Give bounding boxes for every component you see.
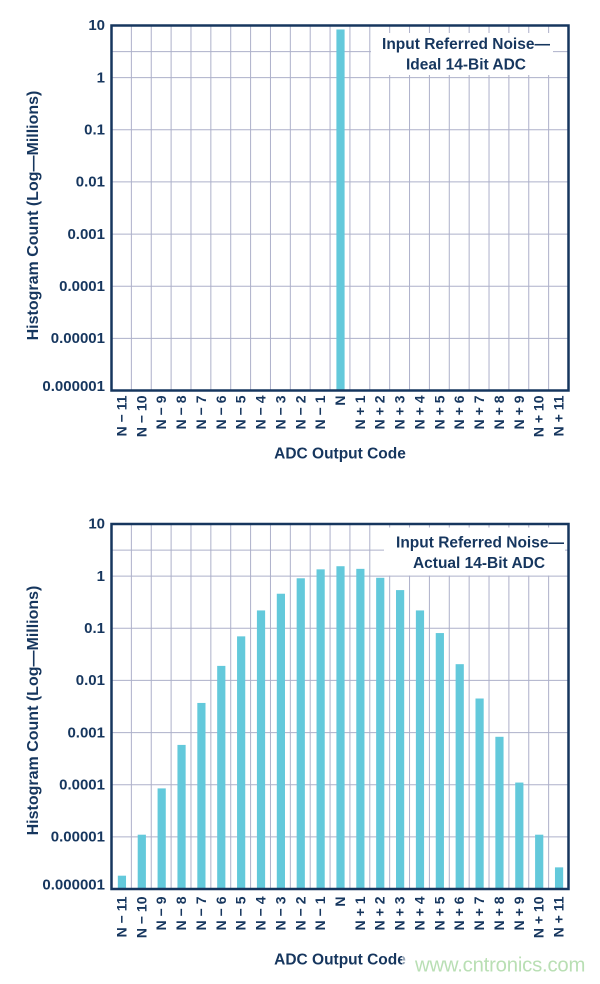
svg-text:N − 3: N − 3 [272,896,288,930]
svg-text:N + 1: N + 1 [352,896,368,930]
svg-text:N − 11: N − 11 [113,395,129,436]
svg-text:1: 1 [97,568,105,585]
svg-text:Input Referred Noise—: Input Referred Noise— [382,36,550,53]
svg-text:N − 9: N − 9 [153,896,169,930]
svg-text:N + 9: N + 9 [511,395,527,429]
svg-text:10: 10 [88,17,105,34]
svg-text:0.1: 0.1 [84,620,105,637]
svg-text:0.01: 0.01 [76,174,105,191]
svg-text:N + 11: N + 11 [551,896,567,937]
svg-text:N − 4: N − 4 [253,896,269,930]
svg-text:N + 8: N + 8 [491,896,507,930]
svg-text:0.001: 0.001 [67,724,105,741]
svg-text:N − 1: N − 1 [312,395,328,429]
svg-text:0.001: 0.001 [67,226,105,243]
svg-text:0.000001: 0.000001 [42,378,105,395]
svg-text:N − 10: N − 10 [133,896,149,938]
svg-text:N + 10: N + 10 [531,896,547,938]
svg-text:N − 2: N − 2 [292,896,308,930]
svg-text:N: N [332,897,348,907]
svg-text:N + 7: N + 7 [471,896,487,930]
svg-text:0.00001: 0.00001 [51,829,105,846]
svg-text:Histogram Count (Log—Millions): Histogram Count (Log—Millions) [25,91,42,341]
svg-text:N − 7: N − 7 [193,395,209,429]
svg-text:0.1: 0.1 [84,121,105,138]
svg-text:N + 2: N + 2 [372,896,388,930]
svg-text:N − 9: N − 9 [153,395,169,429]
svg-text:N − 10: N − 10 [133,395,149,437]
svg-text:N: N [332,396,348,406]
svg-text:N + 4: N + 4 [411,896,427,930]
svg-text:N − 1: N − 1 [312,896,328,930]
svg-text:N + 3: N + 3 [392,395,408,429]
svg-text:N − 5: N − 5 [233,395,249,429]
svg-text:0.0001: 0.0001 [59,278,105,295]
svg-text:0.01: 0.01 [76,672,105,689]
svg-text:N + 3: N + 3 [392,896,408,930]
svg-text:0.0001: 0.0001 [59,776,105,793]
svg-text:Histogram Count (Log—Millions): Histogram Count (Log—Millions) [25,586,42,836]
svg-text:N + 6: N + 6 [451,395,467,429]
svg-text:N − 3: N − 3 [272,395,288,429]
svg-text:ADC Output Code: ADC Output Code [274,952,406,969]
svg-text:Actual 14-Bit ADC: Actual 14-Bit ADC [413,555,545,572]
svg-text:N + 8: N + 8 [491,395,507,429]
svg-text:N − 7: N − 7 [193,896,209,930]
svg-text:N − 2: N − 2 [292,395,308,429]
svg-text:10: 10 [88,516,105,533]
svg-text:N − 11: N − 11 [113,896,129,937]
svg-text:N − 4: N − 4 [253,395,269,429]
svg-text:N − 8: N − 8 [173,896,189,930]
svg-text:1: 1 [97,69,105,86]
svg-text:www.cntronics.com: www.cntronics.com [414,955,585,977]
svg-text:N + 9: N + 9 [511,896,527,930]
svg-text:0.000001: 0.000001 [42,877,105,894]
svg-text:N − 6: N − 6 [213,896,229,930]
svg-text:N + 6: N + 6 [451,896,467,930]
svg-text:Ideal 14-Bit ADC: Ideal 14-Bit ADC [406,57,526,74]
svg-text:N + 1: N + 1 [352,395,368,429]
svg-text:N + 5: N + 5 [431,896,447,930]
svg-text:N + 7: N + 7 [471,395,487,429]
svg-text:N + 2: N + 2 [372,395,388,429]
svg-text:N − 8: N − 8 [173,395,189,429]
svg-text:0.00001: 0.00001 [51,330,105,347]
svg-text:N + 10: N + 10 [531,395,547,437]
svg-text:N + 11: N + 11 [551,395,567,436]
svg-text:Input Referred Noise—: Input Referred Noise— [396,535,564,552]
svg-text:N + 5: N + 5 [431,395,447,429]
svg-text:ADC Output Code: ADC Output Code [274,446,406,463]
svg-text:N + 4: N + 4 [411,395,427,429]
svg-text:N − 5: N − 5 [233,896,249,930]
svg-text:N − 6: N − 6 [213,395,229,429]
